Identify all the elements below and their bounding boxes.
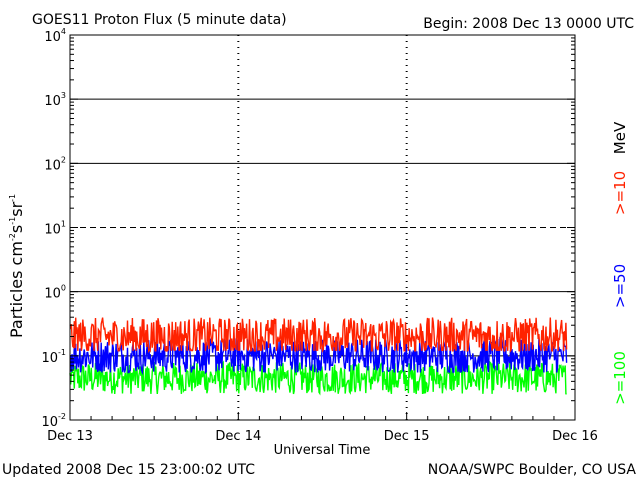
y-tick-label: 101 xyxy=(44,220,66,238)
y-tick-label: 104 xyxy=(44,27,66,45)
x-tick-label: Dec 13 xyxy=(47,429,93,444)
y-tick-label: 103 xyxy=(44,91,66,109)
y-tick-label: 102 xyxy=(44,155,66,173)
x-axis-ticks: Dec 13 Dec 14 Dec 15 Dec 16 xyxy=(47,412,598,444)
series-line xyxy=(69,336,568,376)
credit: NOAA/SWPC Boulder, CO USA xyxy=(428,462,637,478)
legend-series-10: >=10 xyxy=(611,171,629,215)
x-tick-label: Dec 14 xyxy=(215,429,261,444)
legend-series-100: >=100 xyxy=(611,351,629,405)
series-line xyxy=(69,317,568,354)
series-layer xyxy=(69,317,568,396)
begin-time: Begin: 2008 Dec 13 0000 UTC xyxy=(423,16,634,32)
x-axis-label: Universal Time xyxy=(274,443,371,458)
plot-grid xyxy=(70,35,575,420)
y-tick-label: 10-2 xyxy=(41,412,66,430)
legend-unit: MeV xyxy=(611,121,629,154)
y-axis-label: Particles cm-2s-1sr-1 xyxy=(7,194,26,338)
y-tick-label: 10-1 xyxy=(41,348,66,366)
x-tick-label: Dec 15 xyxy=(384,429,430,444)
updated-time: Updated 2008 Dec 15 23:00:02 UTC xyxy=(2,462,255,478)
legend-series-50: >=50 xyxy=(611,264,629,308)
y-axis-ticks: 10-2 10-1 100 101 102 103 104 xyxy=(41,27,575,430)
x-tick-label: Dec 16 xyxy=(552,429,598,444)
chart-title: GOES11 Proton Flux (5 minute data) xyxy=(32,12,287,28)
y-tick-label: 100 xyxy=(44,284,66,302)
